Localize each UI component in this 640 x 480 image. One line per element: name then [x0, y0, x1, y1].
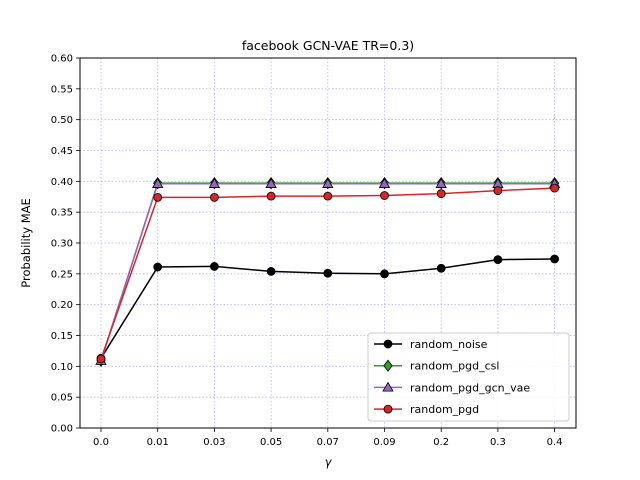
legend-label: random_noise	[410, 338, 488, 351]
x-tick-label: 0.03	[203, 437, 225, 448]
data-point	[96, 354, 106, 364]
x-tick-label: 0.05	[260, 437, 282, 448]
y-tick-label: 0.60	[51, 54, 73, 65]
legend-entry: random_pgd	[374, 403, 479, 416]
data-point	[209, 262, 219, 271]
data-point	[208, 177, 221, 188]
chart-title: facebook GCN-VAE TR=0.3)	[242, 38, 414, 53]
data-point	[323, 191, 333, 201]
data-point	[152, 177, 164, 188]
y-tick-label: 0.15	[51, 331, 73, 342]
legend-entry: random_pgd_gcn_vae	[374, 381, 530, 394]
x-tick-label: 0.0	[93, 437, 109, 448]
series-random_pgd	[96, 183, 559, 364]
data-point	[323, 268, 333, 278]
y-tick-label: 0.00	[51, 424, 73, 435]
legend-marker	[383, 339, 393, 349]
y-tick-label: 0.20	[51, 300, 73, 311]
legend-label: random_pgd_csl	[410, 360, 499, 373]
y-tick-label: 0.30	[51, 239, 73, 250]
data-point	[550, 183, 559, 193]
data-point	[550, 254, 559, 264]
data-point	[436, 263, 446, 273]
data-point	[153, 262, 163, 272]
x-tick-label: 0.01	[147, 437, 169, 448]
data-point	[436, 189, 446, 199]
y-tick-label: 0.45	[51, 146, 73, 157]
x-tick-label: 0.4	[547, 437, 563, 448]
legend: random_noise random_pgd_csl random_pgd_gcn…	[367, 332, 570, 422]
data-point	[380, 269, 389, 279]
x-tick-label: 0.07	[317, 437, 339, 448]
x-tick-label: 0.09	[373, 437, 395, 448]
data-point	[493, 186, 503, 195]
data-point	[153, 192, 163, 202]
data-point	[322, 177, 334, 188]
y-tick-label: 0.50	[51, 115, 73, 126]
legend-marker	[383, 359, 393, 372]
data-point	[435, 177, 447, 188]
data-point	[266, 266, 276, 276]
y-tick-label: 0.05	[51, 393, 73, 404]
data-point	[493, 255, 503, 265]
data-point	[266, 191, 276, 201]
x-axis-label: γ	[325, 455, 333, 469]
legend-box	[367, 332, 570, 422]
y-tick-label: 0.35	[51, 208, 73, 219]
legend-label: random_pgd	[410, 403, 479, 416]
y-tick-label: 0.25	[51, 269, 73, 280]
x-tick-label: 0.3	[490, 437, 506, 448]
legend-marker	[383, 404, 393, 414]
legend-marker	[382, 381, 394, 392]
data-point	[209, 192, 219, 202]
y-tick-label: 0.10	[51, 362, 73, 373]
x-tick-label: 0.2	[433, 437, 449, 448]
legend-entry: random_pgd_csl	[374, 359, 499, 373]
legend-label: random_pgd_gcn_vae	[410, 381, 530, 394]
y-tick-label: 0.40	[51, 177, 73, 188]
x-axis: 0.0 0.01 0.03 0.05 0.07 0.09 0.2 0.3 0.4	[93, 428, 563, 448]
data-point	[380, 191, 389, 200]
data-point	[265, 177, 277, 188]
y-axis: 0.00 0.05 0.10 0.15 0.20 0.25 0.30 0.35 0.40 0.45…	[51, 54, 80, 435]
data-point	[378, 177, 391, 188]
y-tick-label: 0.55	[51, 84, 73, 95]
series-group	[95, 177, 561, 367]
legend-entry: random_noise	[374, 338, 488, 351]
y-axis-label: Probability MAE	[19, 198, 33, 288]
